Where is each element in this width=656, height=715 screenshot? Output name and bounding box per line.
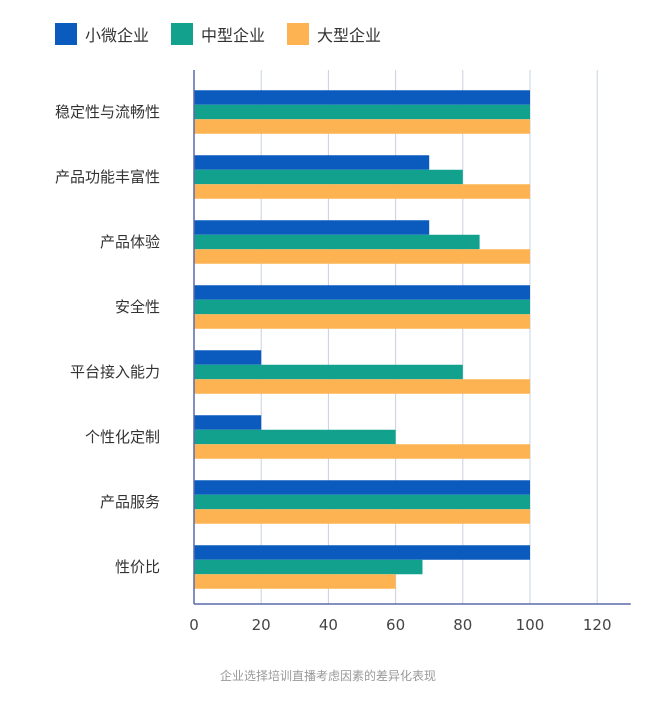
bar	[194, 184, 530, 199]
x-tick-label: 60	[386, 616, 405, 634]
legend-label: 中型企业	[201, 26, 266, 45]
legend-swatch	[171, 23, 194, 45]
bar	[194, 545, 530, 560]
legend-swatch	[287, 23, 310, 45]
legend-label: 大型企业	[317, 26, 382, 45]
legend-item[interactable]: 大型企业	[287, 22, 381, 46]
y-tick-label: 产品服务	[100, 493, 160, 511]
bar	[194, 314, 530, 329]
legend-swatch	[55, 23, 77, 45]
legend-item[interactable]: 中型企业	[171, 22, 265, 46]
bar	[194, 480, 530, 495]
bar	[194, 364, 463, 380]
bar	[194, 285, 530, 300]
bar	[194, 574, 396, 589]
bar	[194, 119, 530, 134]
bar	[194, 379, 530, 394]
y-tick-label: 产品功能丰富性	[55, 168, 160, 186]
y-tick-label: 稳定性与流畅性	[55, 103, 160, 121]
bar	[194, 104, 530, 120]
bar	[194, 169, 463, 185]
x-tick-label: 0	[189, 616, 199, 634]
bar	[194, 90, 530, 105]
bar	[194, 429, 396, 445]
bar	[194, 415, 262, 430]
bar	[194, 509, 530, 524]
bar	[194, 444, 530, 459]
y-tick-label: 个性化定制	[85, 428, 160, 446]
x-tick-label: 100	[516, 616, 545, 634]
legend-item[interactable]: 小微企业	[55, 22, 149, 46]
y-tick-label: 产品体验	[100, 233, 160, 251]
y-tick-label: 平台接入能力	[70, 363, 160, 381]
x-tick-label: 40	[319, 616, 338, 634]
legend-label: 小微企业	[85, 26, 150, 45]
bar	[194, 249, 530, 264]
x-tick-label: 20	[252, 616, 271, 634]
x-tick-label: 120	[583, 616, 612, 634]
bar	[194, 559, 423, 575]
bar	[194, 494, 530, 510]
bar	[194, 299, 530, 315]
x-tick-label: 80	[453, 616, 472, 634]
chart-title: 企业选择培训直播考虑因素的差异化表现	[219, 669, 436, 683]
y-tick-label: 安全性	[115, 298, 160, 316]
bar	[194, 220, 430, 235]
bar	[194, 234, 480, 250]
y-tick-label: 性价比	[115, 558, 160, 576]
legend: 小微企业 中型企业 大型企业	[55, 22, 403, 46]
bar	[194, 350, 262, 365]
bar	[194, 155, 430, 170]
